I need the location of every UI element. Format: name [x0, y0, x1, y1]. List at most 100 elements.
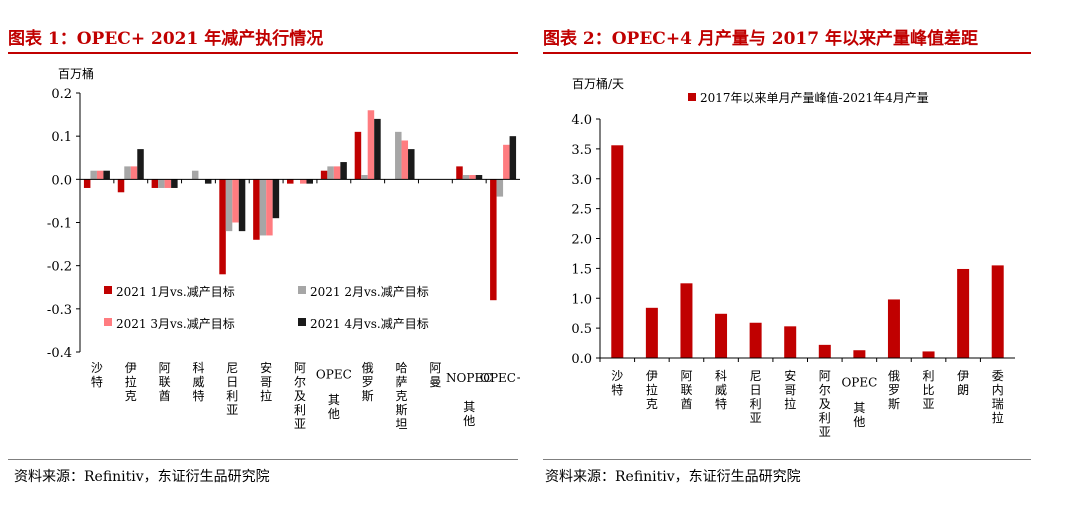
- legend-swatch: [104, 318, 112, 326]
- bar: [191, 170, 199, 180]
- tick-label-part: 沙: [611, 369, 623, 383]
- tick-label-part: 拉: [260, 388, 272, 403]
- bar: [340, 162, 347, 180]
- bar: [475, 175, 483, 180]
- tick-label-part: 哈: [396, 361, 408, 375]
- x-tick-label: 伊拉克: [646, 369, 658, 411]
- chart-2-source: 资料来源：Refinitiv，东证衍生品研究院: [545, 469, 801, 485]
- x-tick-label: OPEC 其他: [316, 367, 352, 420]
- tick-label-part: 利: [226, 389, 238, 403]
- legend-swatch: [298, 286, 306, 294]
- tick-label-part: 特: [91, 374, 103, 389]
- tick-label-part: 朗: [957, 383, 969, 397]
- bar: [401, 140, 409, 180]
- tick-label-part: 日: [750, 383, 762, 397]
- x-tick-label: 科威特: [192, 361, 204, 403]
- tick-label-part: 伊: [957, 369, 969, 383]
- tick-label-part: 萨: [396, 375, 408, 389]
- y-axis-unit-label: 百万桶/天: [572, 76, 624, 91]
- bar: [509, 136, 517, 180]
- bar: [90, 170, 97, 180]
- y-tick-label: 3.5: [571, 143, 592, 158]
- chart-1-svg: 百万桶0.20.10.0-0.1-0.2-0.3-0.4沙特伊拉克阿联酋科威特尼…: [47, 66, 520, 431]
- tick-label-part: 俄: [362, 361, 374, 375]
- chart-2-title-rule: [543, 52, 1031, 54]
- tick-label-part: 特: [715, 396, 727, 411]
- tick-label-part: 酋: [159, 388, 171, 403]
- x-tick-label: 伊拉克: [125, 361, 137, 403]
- tick-label-part: 安: [260, 360, 272, 375]
- legend-label: 2021 4月vs.减产目标: [310, 317, 429, 331]
- tick-label-part: 亚: [226, 403, 238, 417]
- bar: [103, 170, 110, 180]
- bar: [219, 179, 226, 275]
- bar: [503, 144, 510, 180]
- bar: [887, 299, 900, 358]
- x-tick-label: 沙特: [91, 361, 103, 389]
- legend-label: 2021 3月vs.减产目标: [116, 317, 235, 331]
- chart-2-svg: 百万桶/天 4.0 3.5 3.0 2.5 2.0 1.5 1.0 0.5 0.0 2017年以来单…: [571, 76, 1015, 439]
- tick-label-part: 亚: [819, 425, 831, 439]
- bar: [354, 131, 362, 180]
- tick-label-part: 酋: [680, 396, 692, 411]
- y-tick-label: -0.2: [47, 260, 72, 275]
- tick-label-part: 坦: [396, 417, 408, 431]
- bar: [124, 166, 131, 180]
- tick-label-part: 利: [750, 397, 762, 411]
- x-tick-label: 哈萨克斯坦: [396, 361, 408, 431]
- y-tick-label: 0.2: [51, 87, 72, 102]
- bar: [266, 179, 273, 236]
- bar: [957, 268, 970, 358]
- tick-label-part: 比: [923, 383, 935, 397]
- bar: [645, 307, 658, 358]
- bar: [259, 179, 267, 236]
- bar: [83, 179, 91, 188]
- y-axis-unit-label: 百万桶: [58, 66, 94, 81]
- x-tick-label: 俄罗斯: [362, 361, 374, 403]
- tick-label-part: 其: [328, 393, 340, 407]
- legend-label: 2021 1月vs.减产目标: [116, 285, 235, 299]
- tick-label-part: 科: [192, 361, 204, 375]
- y-tick-label: 0.0: [51, 173, 72, 188]
- tick-label-part: 威: [192, 375, 204, 389]
- chart-panel-1: 图表 1：OPEC+ 2021 年减产执行情况 百万桶 0.2 0.1 0.0 -0.1…: [0, 0, 520, 512]
- x-tick-label: OPEC 其他: [841, 375, 877, 428]
- x-tick-label: 尼日利亚: [750, 369, 762, 425]
- x-tick-label: 尼日利亚: [226, 361, 238, 417]
- bar: [151, 179, 159, 188]
- tick-label-part: 他: [463, 414, 475, 428]
- tick-label-part: 联: [159, 375, 171, 389]
- tick-label-part: 阿: [819, 369, 831, 383]
- tick-label-part: OPEC+: [480, 371, 520, 385]
- bar: [749, 322, 762, 358]
- y-tick-label: -0.1: [47, 217, 72, 232]
- tick-label-part: 曼: [429, 375, 441, 389]
- tick-label-part: 利: [819, 411, 831, 425]
- bar: [611, 145, 624, 358]
- y-tick-label: 1.0: [571, 292, 592, 307]
- tick-label-part: 他: [853, 415, 865, 429]
- bar: [253, 179, 260, 240]
- chart-panel-2: 图表 2：OPEC+4 月产量与 2017 年以来产量峰值差距 百万桶/天 4.0…: [540, 0, 1073, 512]
- tick-label-part: 科: [715, 369, 727, 383]
- tick-label-part: 亚: [750, 411, 762, 425]
- y-tick-label: -0.3: [47, 303, 72, 318]
- bar: [853, 350, 866, 358]
- bar: [469, 175, 476, 180]
- tick-label-part: 斯: [888, 397, 900, 411]
- chart-1-source: 资料来源：Refinitiv，东证衍生品研究院: [14, 469, 270, 485]
- tick-label-part: NOPEC: [446, 371, 492, 385]
- y-tick-label: 4.0: [571, 113, 592, 128]
- tick-label-part: 斯: [362, 389, 374, 403]
- bar: [496, 179, 504, 197]
- tick-label-part: 沙: [91, 361, 103, 375]
- tick-label-part: 利: [923, 369, 935, 383]
- bar: [333, 166, 341, 180]
- tick-label-part: 克: [396, 389, 408, 403]
- x-tick-label: 阿尔及利亚: [819, 369, 831, 439]
- tick-label-part: 罗: [362, 375, 374, 389]
- y-tick-label: 3.0: [571, 173, 592, 188]
- x-tick-label: 阿联酋: [159, 361, 171, 403]
- bar: [117, 179, 125, 193]
- x-tick-label: 阿联酋: [680, 369, 692, 411]
